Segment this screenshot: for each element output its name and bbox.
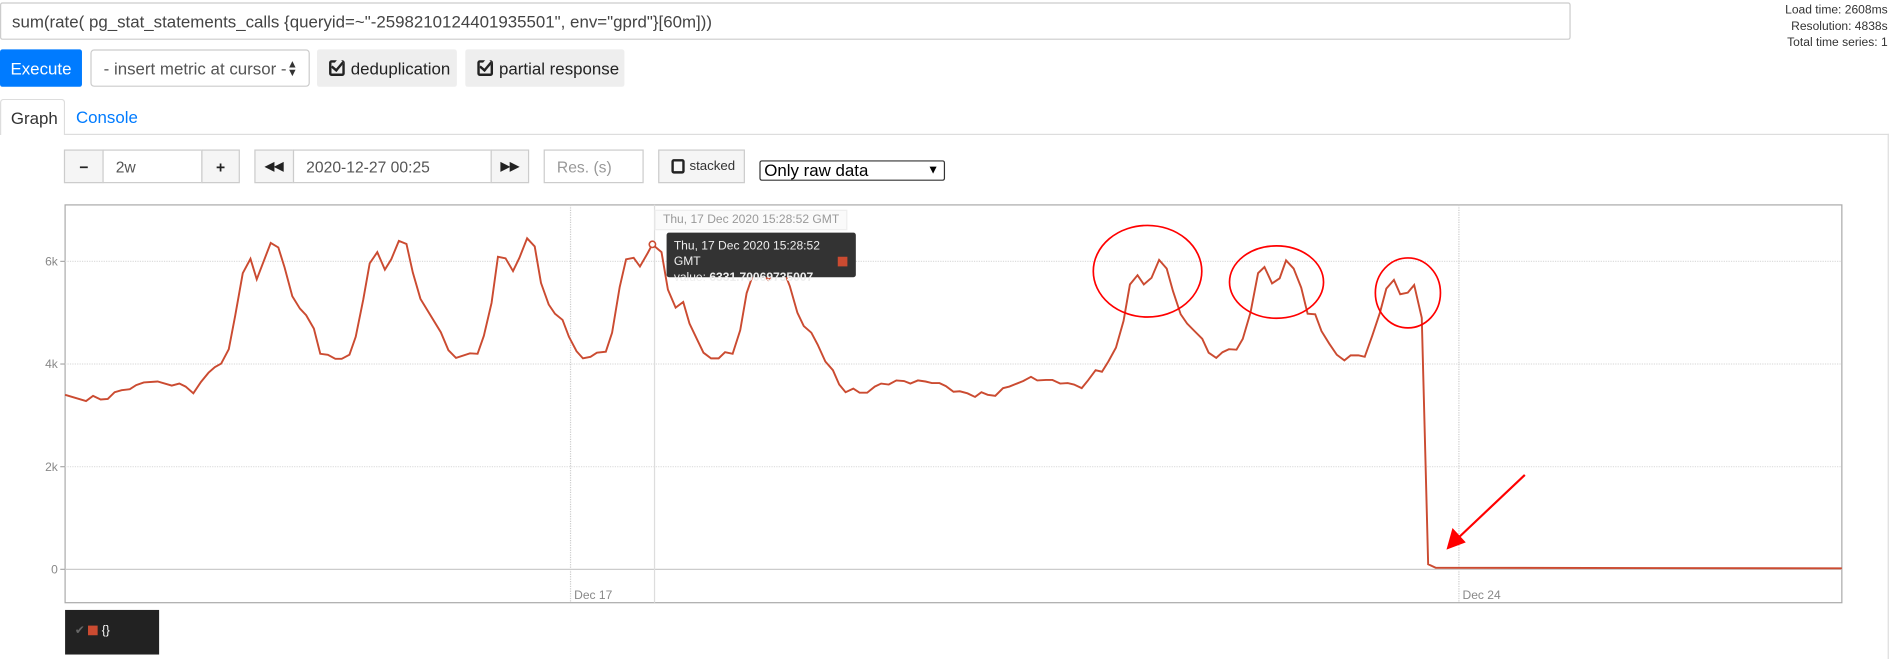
series-color-swatch (837, 256, 848, 267)
tooltip-value-label: value: (673, 271, 706, 285)
fast-forward-icon: ▶▶ (500, 159, 520, 173)
tooltip: Thu, 17 Dec 2020 15:28:52 GMT value: 633… (666, 232, 856, 284)
stacked-toggle[interactable]: stacked (658, 149, 745, 184)
tab-console[interactable]: Console (75, 107, 138, 127)
checkbox-checked-icon (477, 60, 494, 76)
resolution: Resolution: 4838s (1791, 19, 1888, 34)
grid (65, 204, 1842, 603)
tooltip-value: 6331.70069735007 (709, 271, 814, 285)
series-color-swatch (88, 625, 99, 636)
checkbox-unchecked-icon (671, 159, 685, 174)
query-stats: Load time: 2608ms Resolution: 4838s Tota… (1785, 2, 1888, 51)
expression-input[interactable]: sum(rate( pg_stat_statements_calls {quer… (0, 2, 1571, 40)
end-time-forward-button[interactable]: ▶▶ (490, 149, 530, 184)
total-time-series: Total time series: 1 (1787, 36, 1888, 50)
execute-button[interactable]: Execute (0, 49, 82, 87)
checkbox-checked-icon (329, 60, 345, 76)
downsampling-selected: Only raw data (764, 160, 869, 180)
annotation-circle (1092, 224, 1203, 318)
hover-time-label: Thu, 17 Dec 2020 15:28:52 GMT (654, 209, 848, 231)
tab-divider (63, 133, 1889, 136)
y-tick-label: 2k (45, 460, 59, 474)
annotation-circle (1228, 245, 1325, 320)
x-tick-label: Dec 17 (574, 588, 612, 602)
hover-point (648, 240, 657, 249)
downsampling-select[interactable]: Only raw data ▼ (759, 160, 946, 181)
annotations (1092, 224, 1526, 550)
tooltip-time: Thu, 17 Dec 2020 15:28:52 GMT (673, 239, 820, 269)
chevron-down-icon: ▼ (927, 163, 940, 178)
annotation-arrow-shaft (1457, 474, 1526, 539)
legend-series-label[interactable]: {} (101, 624, 110, 638)
check-icon[interactable]: ✔ (74, 624, 85, 638)
partial-response-label: partial response (499, 58, 620, 78)
x-tick-label: Dec 24 (1463, 588, 1501, 602)
range-increase-button[interactable]: + (201, 149, 240, 184)
series-line[interactable] (64, 236, 1842, 570)
load-time: Load time: 2608ms (1785, 3, 1888, 17)
deduplication-toggle[interactable]: deduplication (317, 49, 457, 87)
tab-graph[interactable]: Graph (0, 98, 66, 136)
end-time-input[interactable]: 2020-12-27 00:25 (292, 149, 492, 184)
select-arrows-icon: ▲ ▼ (286, 57, 298, 79)
stacked-label: stacked (689, 159, 736, 174)
deduplication-label: deduplication (350, 58, 451, 78)
resolution-input[interactable]: Res. (s) (543, 149, 644, 184)
plot-frame (64, 204, 1843, 604)
range-decrease-button[interactable]: − (63, 149, 104, 184)
annotation-arrow-head (1446, 527, 1466, 550)
insert-metric-select[interactable]: - insert metric at cursor - ▲ ▼ (90, 49, 310, 87)
y-axis: 0 2k 4k 6k (45, 255, 66, 577)
annotation-circle (1374, 257, 1442, 329)
x-axis: Dec 17 Dec 24 (574, 588, 1501, 602)
legend: ✔ {} (65, 609, 160, 655)
y-tick-label: 6k (45, 255, 59, 269)
panel-border (1887, 133, 1889, 659)
y-tick-label: 0 (51, 563, 58, 577)
insert-metric-placeholder: - insert metric at cursor - (103, 58, 287, 78)
partial-response-toggle[interactable]: partial response (465, 49, 625, 87)
rewind-icon: ◀◀ (264, 159, 284, 173)
y-tick-label: 4k (45, 357, 59, 371)
